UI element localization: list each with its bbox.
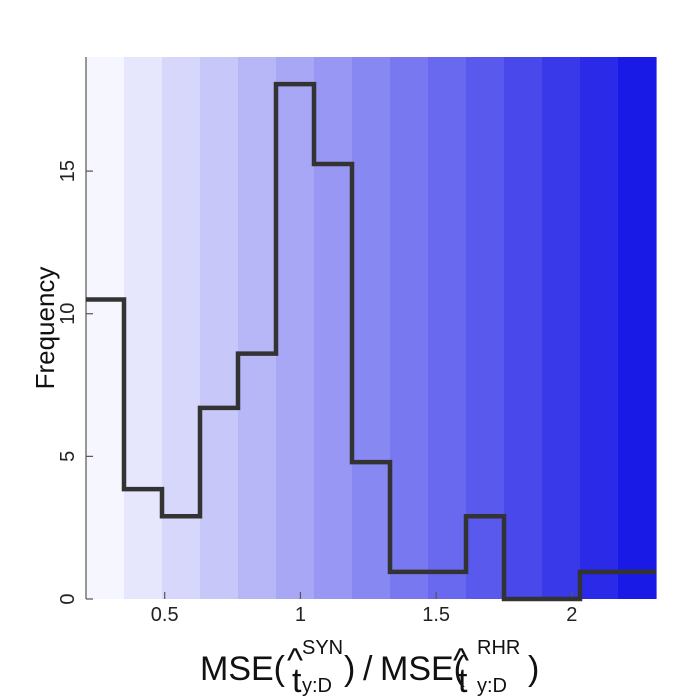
background-band: [352, 57, 391, 599]
background-band: [200, 57, 239, 599]
x-tick-label: 0.5: [151, 604, 179, 626]
background-band: [580, 57, 619, 599]
background-band: [542, 57, 581, 599]
x-label-right-sub: y:D: [477, 675, 507, 697]
x-label-right-close: ): [528, 650, 539, 688]
y-tick-label: 15: [57, 160, 79, 182]
y-tick-label: 5: [57, 451, 79, 462]
x-label-divider: /: [363, 650, 373, 688]
x-tick-label: 1.5: [422, 604, 450, 626]
y-axis-ticks: 0 5 10 15: [57, 160, 93, 605]
background-band: [504, 57, 543, 599]
x-tick-label: 1: [295, 604, 306, 626]
background-band: [238, 57, 277, 599]
x-label-right-t: t: [458, 662, 468, 700]
background-band: [428, 57, 467, 599]
x-label-left-hat: ^: [287, 642, 303, 680]
y-tick-label: 10: [57, 303, 79, 325]
histogram-step-line: [86, 81, 656, 602]
x-axis-label: MSE( t ^ SYN y:D ) / MSE( t ^ RHR y:D ): [200, 637, 539, 700]
background-band: [162, 57, 201, 599]
x-label-left-sub: y:D: [302, 675, 332, 697]
background-band: [314, 57, 353, 599]
x-label-left-t: t: [292, 662, 302, 700]
x-axis-ticks: 0.5 1 1.5 2: [151, 592, 577, 626]
y-tick-label: 0: [57, 593, 79, 604]
x-label-left-close: ): [344, 650, 355, 688]
background-band: [618, 57, 657, 599]
background-band: [390, 57, 429, 599]
x-label-right-hat: ^: [453, 642, 469, 680]
x-label-right-mse: MSE(: [380, 650, 466, 688]
background-bands: [86, 57, 657, 599]
x-label-right-sup: RHR: [477, 637, 520, 659]
x-label-left-sup: SYN: [302, 637, 343, 659]
x-label-left-mse: MSE(: [200, 650, 286, 688]
background-band: [86, 57, 125, 599]
background-band: [466, 57, 505, 599]
background-band: [124, 57, 163, 599]
y-axis-label: Frequency: [30, 267, 60, 390]
background-band: [276, 57, 315, 599]
x-tick-label: 2: [566, 604, 577, 626]
